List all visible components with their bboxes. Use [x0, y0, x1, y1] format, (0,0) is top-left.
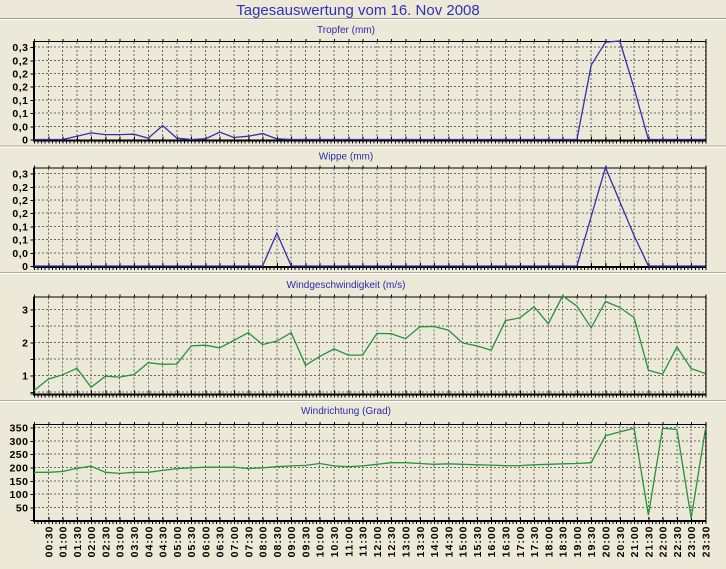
svg-text:100: 100: [9, 489, 28, 501]
svg-text:04:30: 04:30: [158, 526, 170, 558]
svg-text:18:30: 18:30: [558, 526, 570, 558]
svg-text:23:30: 23:30: [701, 526, 713, 558]
svg-text:Wippe (mm): Wippe (mm): [319, 152, 373, 163]
svg-text:12:00: 12:00: [372, 526, 384, 558]
svg-text:07:00: 07:00: [229, 526, 241, 558]
svg-text:10:00: 10:00: [315, 526, 327, 558]
svg-text:2: 2: [22, 338, 28, 350]
svg-text:17:30: 17:30: [529, 526, 541, 558]
svg-text:Windgeschwindigkeit (m/s): Windgeschwindigkeit (m/s): [287, 280, 406, 291]
svg-text:03:30: 03:30: [129, 526, 141, 558]
svg-text:Tropfer (mm): Tropfer (mm): [317, 25, 375, 36]
svg-text:250: 250: [9, 449, 28, 461]
svg-text:0,3: 0,3: [12, 169, 28, 181]
svg-text:07:30: 07:30: [243, 526, 255, 558]
svg-text:21:30: 21:30: [643, 526, 655, 558]
svg-text:08:00: 08:00: [258, 526, 270, 558]
svg-text:200: 200: [9, 463, 28, 475]
svg-text:20:00: 20:00: [600, 526, 612, 558]
svg-text:18:00: 18:00: [543, 526, 555, 558]
svg-text:12:30: 12:30: [386, 526, 398, 558]
svg-text:350: 350: [9, 422, 28, 434]
svg-text:Tagesauswertung vom 16. Nov 20: Tagesauswertung vom 16. Nov 2008: [236, 2, 479, 19]
svg-text:01:00: 01:00: [58, 526, 70, 558]
svg-text:0,1: 0,1: [12, 95, 28, 107]
svg-text:05:00: 05:00: [172, 526, 184, 558]
svg-text:0,0: 0,0: [12, 121, 28, 133]
svg-text:04:00: 04:00: [143, 526, 155, 558]
svg-text:14:30: 14:30: [443, 526, 455, 558]
svg-text:0,2: 0,2: [12, 182, 28, 194]
svg-text:02:30: 02:30: [100, 526, 112, 558]
svg-text:03:00: 03:00: [115, 526, 127, 558]
svg-text:0: 0: [22, 261, 28, 273]
svg-text:06:30: 06:30: [215, 526, 227, 558]
svg-text:06:00: 06:00: [200, 526, 212, 558]
svg-text:19:30: 19:30: [586, 526, 598, 558]
svg-text:0,2: 0,2: [12, 195, 28, 207]
svg-text:15:00: 15:00: [458, 526, 470, 558]
svg-text:19:00: 19:00: [572, 526, 584, 558]
svg-text:21:00: 21:00: [629, 526, 641, 558]
svg-text:13:30: 13:30: [415, 526, 427, 558]
svg-text:0,2: 0,2: [12, 208, 28, 220]
svg-text:09:00: 09:00: [286, 526, 298, 558]
svg-text:11:30: 11:30: [358, 526, 370, 557]
svg-text:10:30: 10:30: [329, 526, 341, 558]
svg-text:02:00: 02:00: [86, 526, 98, 558]
svg-text:0,0: 0,0: [12, 248, 28, 260]
svg-text:0,1: 0,1: [12, 235, 28, 247]
svg-text:23:00: 23:00: [686, 526, 698, 558]
svg-text:13:00: 13:00: [400, 526, 412, 558]
svg-text:150: 150: [9, 476, 28, 488]
svg-text:3: 3: [22, 305, 28, 317]
svg-text:14:00: 14:00: [429, 526, 441, 558]
svg-text:01:30: 01:30: [72, 526, 84, 558]
svg-text:300: 300: [9, 436, 28, 448]
svg-text:08:30: 08:30: [272, 526, 284, 558]
svg-text:22:30: 22:30: [672, 526, 684, 558]
svg-text:0,1: 0,1: [12, 221, 28, 233]
svg-text:50: 50: [16, 503, 29, 515]
svg-text:16:30: 16:30: [500, 526, 512, 558]
svg-text:Windrichtung (Grad): Windrichtung (Grad): [301, 406, 391, 417]
svg-text:0,3: 0,3: [12, 42, 28, 54]
svg-text:0,2: 0,2: [12, 55, 28, 67]
svg-text:20:30: 20:30: [615, 526, 627, 558]
svg-text:17:00: 17:00: [515, 526, 527, 558]
svg-text:0,1: 0,1: [12, 108, 28, 120]
svg-text:22:00: 22:00: [658, 526, 670, 558]
svg-text:11:00: 11:00: [343, 526, 355, 557]
svg-text:00:30: 00:30: [43, 526, 55, 558]
svg-text:16:00: 16:00: [486, 526, 498, 558]
svg-text:1: 1: [22, 371, 28, 383]
svg-text:05:30: 05:30: [186, 526, 198, 558]
svg-text:15:30: 15:30: [472, 526, 484, 558]
svg-text:0,2: 0,2: [12, 82, 28, 94]
svg-text:0: 0: [22, 135, 28, 147]
svg-text:09:30: 09:30: [300, 526, 312, 558]
svg-text:0,2: 0,2: [12, 69, 28, 81]
